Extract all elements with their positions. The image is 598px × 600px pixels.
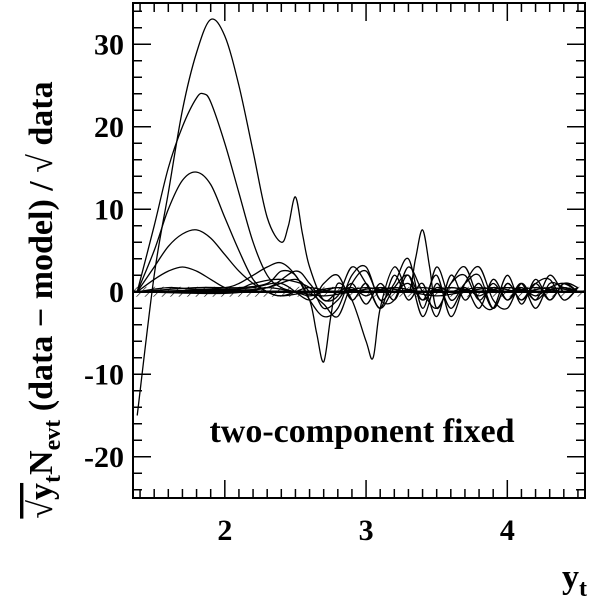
y-tick-label: -10 xyxy=(84,358,124,391)
series-line-4 xyxy=(137,230,578,296)
x-axis: 2 3 4 xyxy=(140,3,578,547)
series-line-1 xyxy=(137,19,578,416)
y-axis-title-n-sub: evt xyxy=(40,420,66,451)
x-axis-title: yt xyxy=(562,559,587,600)
y-axis-title-prefix: √y xyxy=(23,483,60,519)
series-layer xyxy=(137,19,578,416)
y-tick-label: 30 xyxy=(94,28,124,61)
y-axis-title-n: N xyxy=(23,450,60,475)
y-tick-label: 20 xyxy=(94,111,124,144)
series-line-2 xyxy=(137,93,578,296)
annotation-label: two-component fixed xyxy=(209,413,514,450)
series-line-3 xyxy=(137,172,578,296)
x-tick-label: 4 xyxy=(500,514,515,547)
y-tick-label: 0 xyxy=(109,276,124,309)
y-axis-title: √ytNevt (data − model) / √ data xyxy=(23,81,66,518)
y-axis-title-main: (data − model) / √ data xyxy=(23,81,60,411)
x-tick-label: 3 xyxy=(359,514,374,547)
x-tick-label: 2 xyxy=(217,514,232,547)
y-tick-label: -20 xyxy=(84,441,124,474)
y-tick-label: 10 xyxy=(94,193,124,226)
y-axis-title-prefix-sub: t xyxy=(40,475,66,483)
svg-text:√ytNevt (data − model) / √ dat: √ytNevt (data − model) / √ data xyxy=(23,81,66,518)
